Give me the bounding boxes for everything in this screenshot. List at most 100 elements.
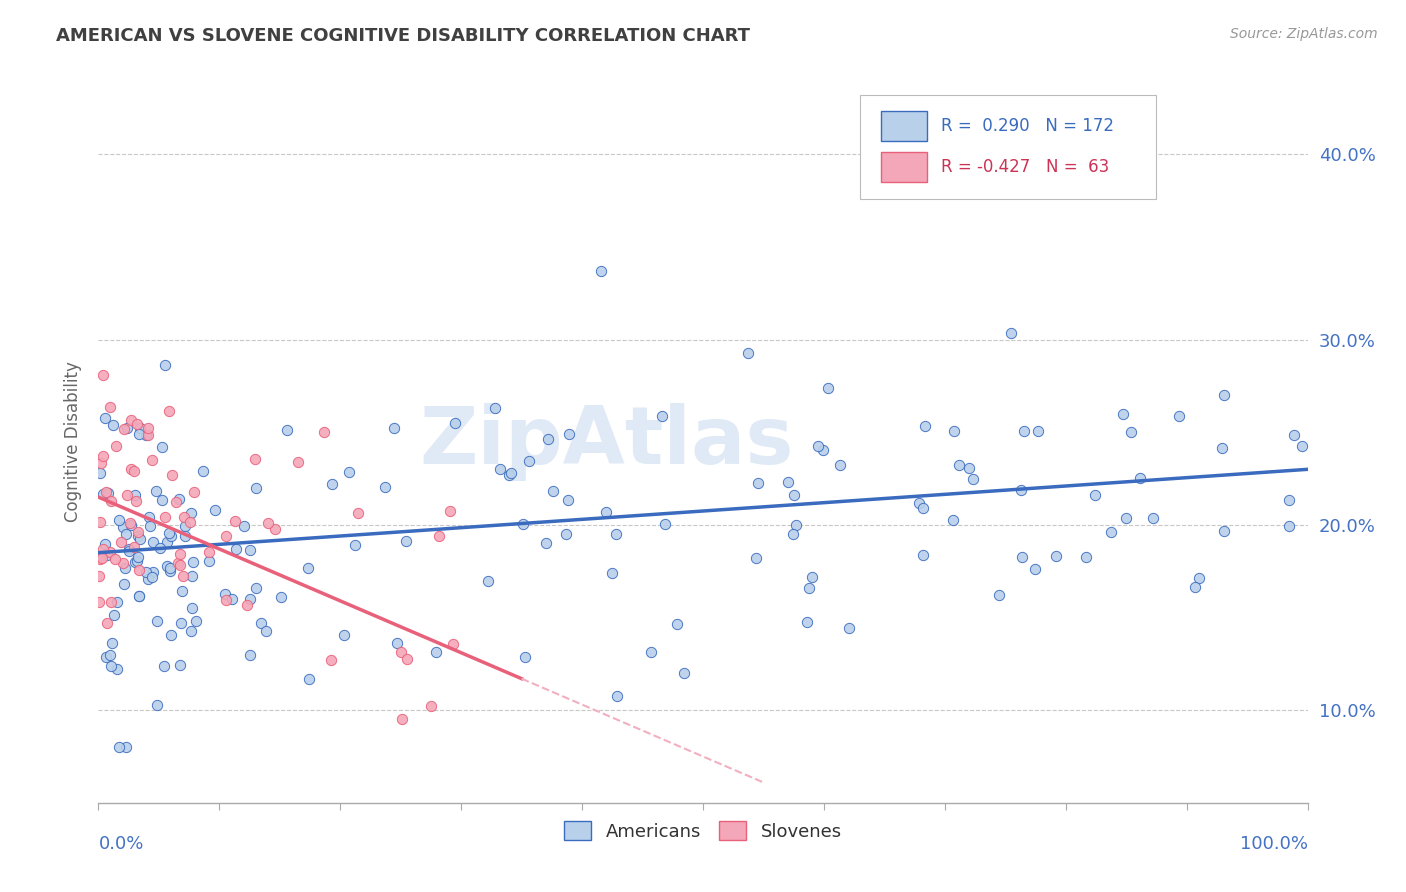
Point [128, 426, 150, 441]
Point [339, 465, 361, 479]
Point [180, 569, 202, 583]
Point [112, 422, 135, 436]
Point [118, 541, 141, 556]
Point [191, 464, 214, 478]
Point [987, 588, 1010, 602]
Point [606, 690, 628, 704]
Point [145, 484, 167, 499]
Point [1121, 425, 1143, 440]
Point [105, 595, 128, 609]
Point [250, 615, 273, 630]
Point [513, 649, 536, 664]
FancyBboxPatch shape [860, 95, 1157, 200]
Point [347, 506, 370, 520]
Point [89, 551, 111, 566]
Point [817, 381, 839, 395]
Point [224, 514, 246, 528]
Point [537, 432, 560, 446]
Point [1000, 326, 1022, 341]
Point [425, 644, 447, 658]
Point [1282, 428, 1305, 442]
Point [115, 527, 138, 541]
Point [91, 486, 114, 500]
Point [489, 462, 512, 476]
Point [245, 452, 267, 467]
Point [1188, 571, 1211, 585]
Point [169, 547, 191, 561]
Point [180, 624, 202, 639]
Point [120, 413, 142, 427]
Point [135, 427, 157, 442]
Point [512, 516, 534, 531]
Point [239, 592, 262, 607]
Point [136, 420, 159, 434]
Point [128, 421, 150, 435]
Point [198, 554, 221, 568]
Point [484, 401, 506, 415]
Point [100, 494, 122, 508]
Point [96, 548, 118, 562]
Point [215, 529, 238, 543]
Point [107, 514, 129, 528]
Point [796, 615, 818, 630]
Point [254, 624, 277, 638]
Point [737, 345, 759, 359]
Point [89, 515, 111, 529]
Point [1213, 388, 1236, 402]
Point [128, 563, 150, 577]
Point [145, 698, 167, 713]
Point [96, 615, 118, 630]
Point [1184, 580, 1206, 594]
Point [298, 672, 321, 686]
Point [97, 486, 120, 500]
Point [150, 492, 173, 507]
Point [169, 558, 191, 572]
Point [942, 424, 965, 438]
Point [321, 653, 343, 667]
Point [1099, 524, 1122, 539]
Point [146, 614, 169, 628]
Point [813, 442, 835, 457]
Point [745, 551, 768, 566]
Point [91, 550, 114, 565]
Point [94, 484, 117, 499]
Point [172, 569, 194, 583]
Point [782, 527, 804, 541]
Point [396, 652, 419, 666]
Point [98, 545, 121, 559]
Point [180, 506, 202, 520]
Point [1026, 424, 1049, 438]
Point [245, 581, 267, 595]
Point [477, 574, 499, 588]
Point [314, 425, 336, 440]
Point [942, 513, 965, 527]
Point [640, 645, 662, 659]
Point [112, 576, 135, 591]
Point [276, 423, 298, 437]
Point [914, 419, 936, 434]
Point [183, 485, 205, 500]
Point [160, 628, 183, 642]
Point [747, 476, 769, 491]
Point [907, 496, 929, 510]
Point [153, 510, 176, 524]
Point [101, 636, 124, 650]
Point [589, 264, 612, 278]
Point [1084, 488, 1107, 502]
Point [138, 509, 160, 524]
Point [395, 533, 418, 548]
Point [1112, 407, 1135, 421]
Y-axis label: Cognitive Disability: Cognitive Disability [63, 361, 82, 522]
Point [387, 635, 409, 649]
Point [101, 417, 124, 432]
Point [225, 542, 247, 557]
Point [236, 598, 259, 612]
Point [162, 467, 184, 482]
Point [124, 555, 146, 569]
Point [135, 565, 157, 579]
Point [120, 517, 142, 532]
Point [256, 516, 278, 531]
Point [1142, 511, 1164, 525]
Point [156, 559, 179, 574]
Point [172, 584, 194, 599]
